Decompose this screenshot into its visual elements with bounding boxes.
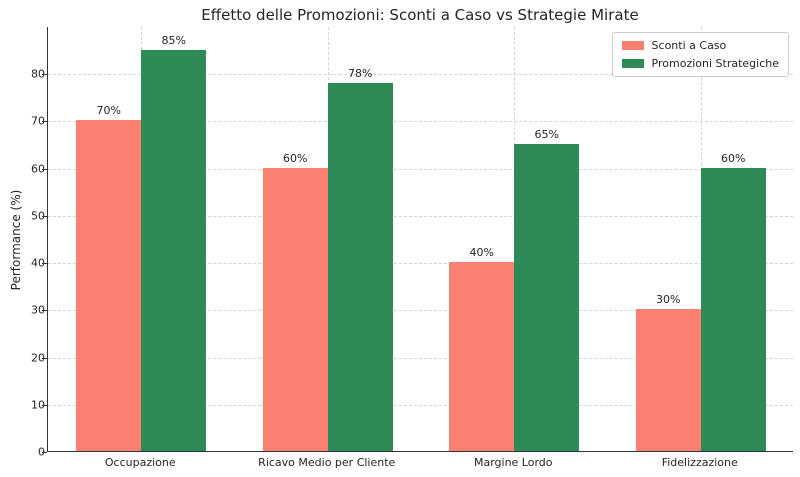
y-axis-label: Performance (%) [9,189,23,291]
x-tick-label: Margine Lordo [473,456,553,469]
gridline-horizontal [48,74,793,76]
bar-sconti-a-caso-margine-lordo [449,262,515,451]
y-tick-mark [42,263,47,265]
bar-value-label: 85% [161,33,186,47]
bar-sconti-a-caso-ricavo-medio-per-cliente [262,167,328,451]
gridline-horizontal [48,310,793,312]
bar-value-label: 60% [283,151,308,165]
gridline-horizontal [48,168,793,170]
y-tick-label: 60 [31,162,45,176]
bar-value-label: 65% [534,128,559,142]
y-tick-mark [42,121,47,123]
y-tick-mark [42,168,47,170]
legend: Sconti a Caso Promozioni Strategiche [611,32,789,77]
y-tick-mark [42,310,47,312]
gridline-horizontal [48,215,793,217]
y-tick-label: 20 [31,351,45,365]
y-tick-mark [42,404,47,406]
y-tick-label: 50 [31,209,45,223]
y-tick-mark [42,74,47,76]
legend-label: Promozioni Strategiche [651,57,779,70]
legend-item-sconti-a-caso: Sconti a Caso [621,39,779,52]
y-tick-label: 70 [31,114,45,128]
gridline-horizontal [48,263,793,265]
y-tick-mark [42,452,47,453]
bar-value-label: 78% [348,66,373,80]
y-tick-label: 10 [31,398,45,412]
gridline-horizontal [48,357,793,359]
legend-swatch-icon [621,41,644,50]
y-tick-label: 80 [31,67,45,81]
plot-area: 70% 60% 40% 30% 85% 78% 65% 60% Sconti a Caso P… [47,27,793,452]
chart-title: Effetto delle Promozioni: Sconti a Caso … [201,6,639,24]
bar-sconti-a-caso-fidelizzazione [635,309,701,451]
bar-promozioni-strategiche-ricavo-medio-per-cliente [327,82,393,451]
bar-promozioni-strategiche-occupazione [141,49,207,451]
bar-promozioni-strategiche-margine-lordo [514,144,580,451]
gridline-horizontal [48,121,793,123]
y-tick-label: 0 [38,445,45,459]
bar-promozioni-strategiche-fidelizzazione [700,167,766,451]
gridline-horizontal [48,404,793,406]
bar-value-label: 40% [469,246,494,260]
bar-value-label: 30% [656,293,681,307]
y-tick-label: 40 [31,256,45,270]
y-tick-mark [42,215,47,217]
bar-value-label: 60% [721,151,746,165]
x-tick-label: Occupazione [104,456,176,469]
y-tick-mark [42,357,47,359]
y-tick-label: 30 [31,303,45,317]
x-tick-label: Fidelizzazione [661,456,738,469]
x-tick-label: Ricavo Medio per Cliente [258,456,396,469]
bar-value-label: 70% [96,104,121,118]
legend-label: Sconti a Caso [651,39,727,52]
bar-sconti-a-caso-occupazione [76,120,142,451]
legend-swatch-icon [621,59,644,68]
legend-item-promozioni-strategiche: Promozioni Strategiche [621,57,779,70]
